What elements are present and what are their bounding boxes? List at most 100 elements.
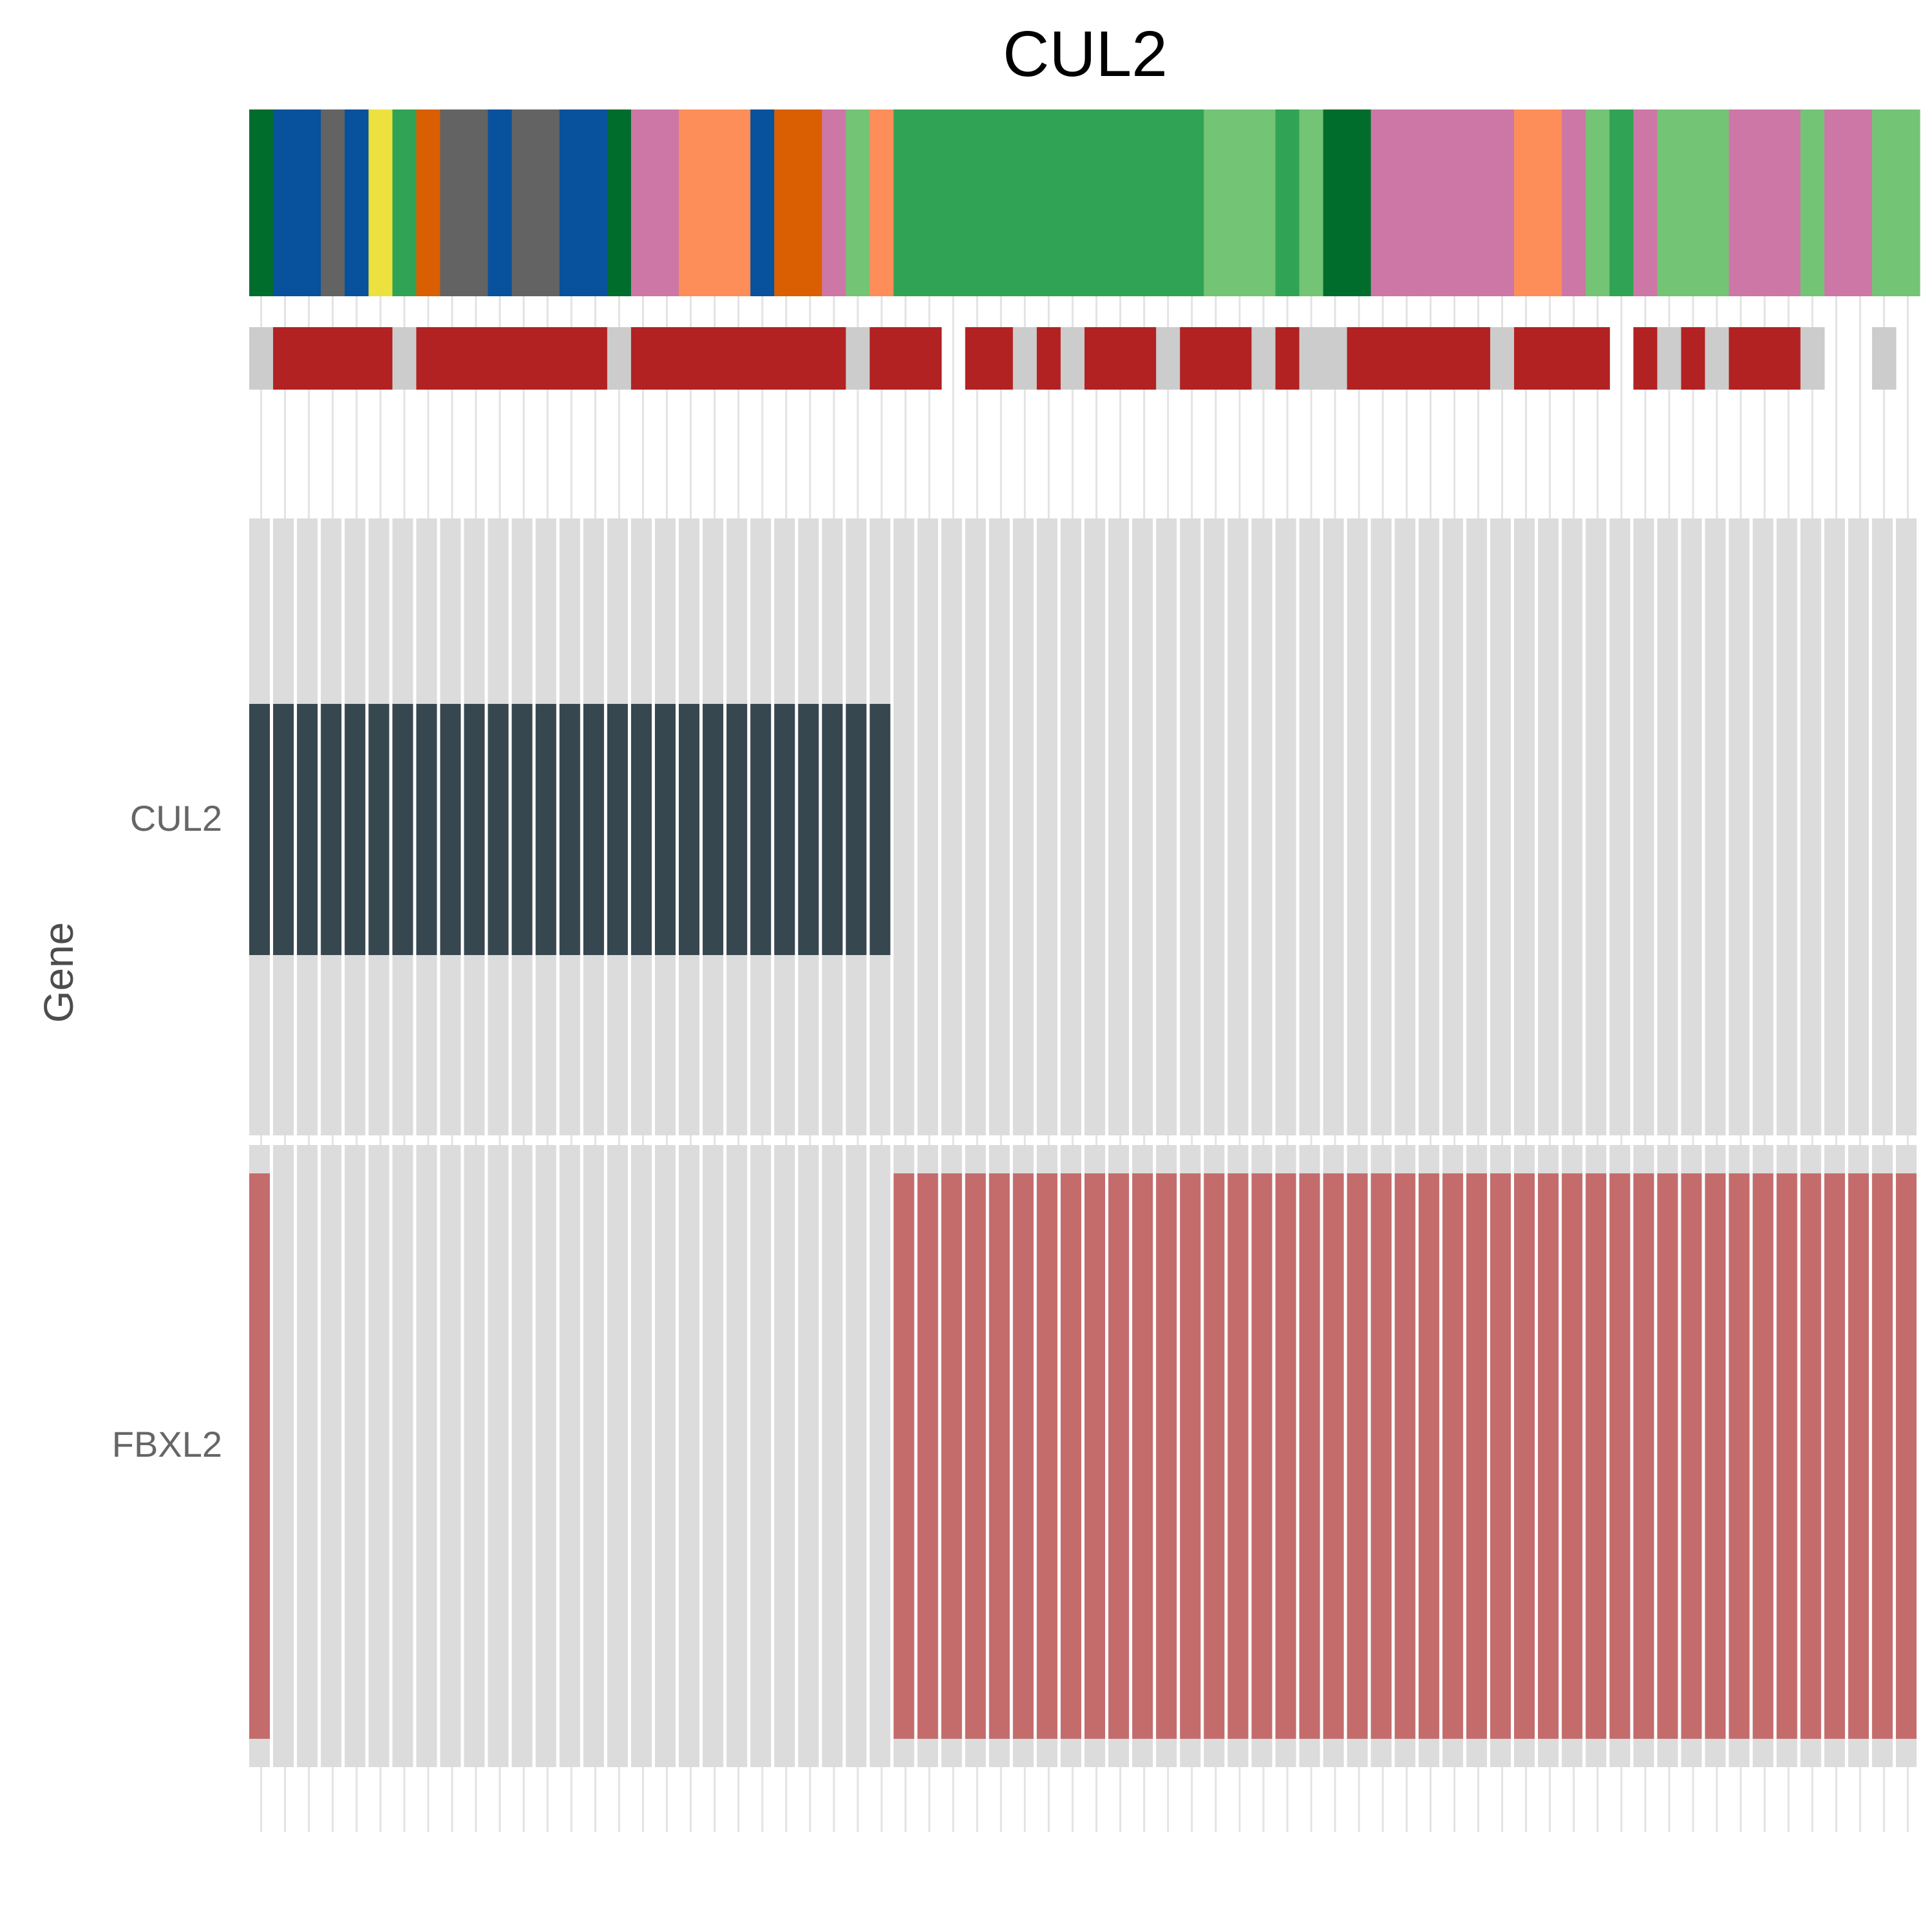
- heatmap-background-cell: [1633, 518, 1654, 1135]
- heatmap-background-cell: [464, 1145, 485, 1767]
- heatmap-altered-cell: [1275, 1173, 1296, 1739]
- annotation-top-cell: [1204, 109, 1228, 296]
- heatmap-background-cell: [1609, 518, 1631, 1135]
- annotation-second-cell: [1418, 327, 1443, 390]
- heatmap-background-cell: [1060, 518, 1081, 1135]
- heatmap-altered-cell: [1586, 1173, 1607, 1739]
- annotation-top-cell: [798, 109, 822, 296]
- heatmap-altered-cell: [846, 704, 867, 955]
- annotation-top-cell: [416, 109, 441, 296]
- annotation-second-cell: [774, 327, 799, 390]
- annotation-second-cell: [345, 327, 369, 390]
- heatmap-altered-cell: [1657, 1173, 1678, 1739]
- annotation-second-cell: [607, 327, 632, 390]
- annotation-second-cell: [1251, 327, 1276, 390]
- heatmap-altered-cell: [440, 704, 461, 955]
- annotation-second-cell: [1633, 327, 1658, 390]
- annotation-top-cell: [1609, 109, 1634, 296]
- heatmap-altered-cell: [1490, 1173, 1511, 1739]
- heatmap-background-cell: [1657, 518, 1678, 1135]
- heatmap-background-cell: [1490, 518, 1511, 1135]
- annotation-second-cell: [630, 327, 656, 390]
- annotation-second-cell: [1370, 327, 1396, 390]
- annotation-top-cell: [822, 109, 847, 296]
- annotation-top-cell: [1681, 109, 1706, 296]
- heatmap-background-cell: [1705, 518, 1726, 1135]
- heatmap-background-cell: [1180, 518, 1201, 1135]
- annotation-second-cell: [1800, 327, 1825, 390]
- annotation-top-cell: [917, 109, 942, 296]
- heatmap-altered-cell: [1609, 1173, 1631, 1739]
- annotation-second-cell: [464, 327, 489, 390]
- annotation-top-cell: [392, 109, 417, 296]
- annotation-second-cell: [1681, 327, 1706, 390]
- heatmap-background-cell: [1251, 518, 1273, 1135]
- heatmap-altered-cell: [368, 704, 390, 955]
- heatmap-background-cell: [917, 518, 938, 1135]
- annotation-second-cell: [1514, 327, 1539, 390]
- heatmap-background-cell: [321, 1145, 342, 1767]
- annotation-top-cell: [1633, 109, 1658, 296]
- annotation-top-cell: [1728, 109, 1754, 296]
- heatmap-background-cell: [368, 1145, 390, 1767]
- heatmap-background-cell: [726, 1145, 748, 1767]
- heatmap-altered-cell: [1466, 1173, 1487, 1739]
- heatmap-altered-cell: [1633, 1173, 1654, 1739]
- annotation-top-cell: [1705, 109, 1730, 296]
- heatmap-background-cell: [1824, 518, 1845, 1135]
- annotation-second-cell: [726, 327, 751, 390]
- annotation-top-cell: [1800, 109, 1825, 296]
- heatmap-background-cell: [1538, 518, 1559, 1135]
- heatmap-altered-cell: [488, 704, 509, 955]
- annotation-top-cell: [368, 109, 393, 296]
- annotation-second-cell: [798, 327, 822, 390]
- row-label: CUL2: [130, 798, 222, 838]
- annotation-top-cell: [965, 109, 990, 296]
- heatmap-background-cell: [1156, 518, 1177, 1135]
- annotation-second-cell: [273, 327, 298, 390]
- annotation-top-cell: [1060, 109, 1085, 296]
- annotation-top-cell: [989, 109, 1014, 296]
- annotation-top-cell: [846, 109, 871, 296]
- annotation-top-cell: [1347, 109, 1372, 296]
- heatmap-altered-cell: [1871, 1173, 1893, 1739]
- annotation-second-cell: [917, 327, 942, 390]
- heatmap-background-cell: [607, 1145, 628, 1767]
- heatmap-background-cell: [798, 1145, 819, 1767]
- annotation-second-cell: [822, 327, 847, 390]
- heatmap-background-cell: [846, 1145, 867, 1767]
- heatmap-background-cell: [1848, 518, 1869, 1135]
- heatmap-background-cell: [1275, 518, 1296, 1135]
- heatmap-background-cell: [559, 1145, 580, 1767]
- heatmap-background-cell: [583, 1145, 604, 1767]
- annotation-top-cell: [774, 109, 799, 296]
- heatmap-altered-cell: [1752, 1173, 1774, 1739]
- annotation-top-cell: [1657, 109, 1682, 296]
- annotation-top-cell: [1180, 109, 1204, 296]
- annotation-top-cell: [249, 109, 274, 296]
- annotation-second-cell: [1060, 327, 1085, 390]
- heatmap-altered-cell: [535, 704, 556, 955]
- heatmap-altered-cell: [511, 704, 533, 955]
- heatmap-background-cell: [416, 1145, 437, 1767]
- annotation-second-cell: [1156, 327, 1180, 390]
- annotation-second-cell: [1012, 327, 1037, 390]
- heatmap-background-cell: [1012, 518, 1034, 1135]
- annotation-second-cell: [1108, 327, 1133, 390]
- heatmap-background-cell: [893, 518, 914, 1135]
- annotation-top-cell: [1108, 109, 1133, 296]
- annotation-second-cell: [1776, 327, 1801, 390]
- annotation-second-cell: [249, 327, 274, 390]
- heatmap-background-cell: [965, 518, 986, 1135]
- annotation-second-cell: [297, 327, 321, 390]
- chart-title: CUL2: [1003, 18, 1168, 90]
- heatmap-altered-cell: [321, 704, 342, 955]
- annotation-top-cell: [559, 109, 584, 296]
- annotation-top-cell: [1227, 109, 1252, 296]
- annotation-second-cell: [703, 327, 727, 390]
- heatmap-background-cell: [345, 1145, 366, 1767]
- annotation-second-cell: [1180, 327, 1204, 390]
- heatmap-background-cell: [1370, 518, 1392, 1135]
- annotation-top-cell: [1132, 109, 1157, 296]
- annotation-second-cell: [1084, 327, 1109, 390]
